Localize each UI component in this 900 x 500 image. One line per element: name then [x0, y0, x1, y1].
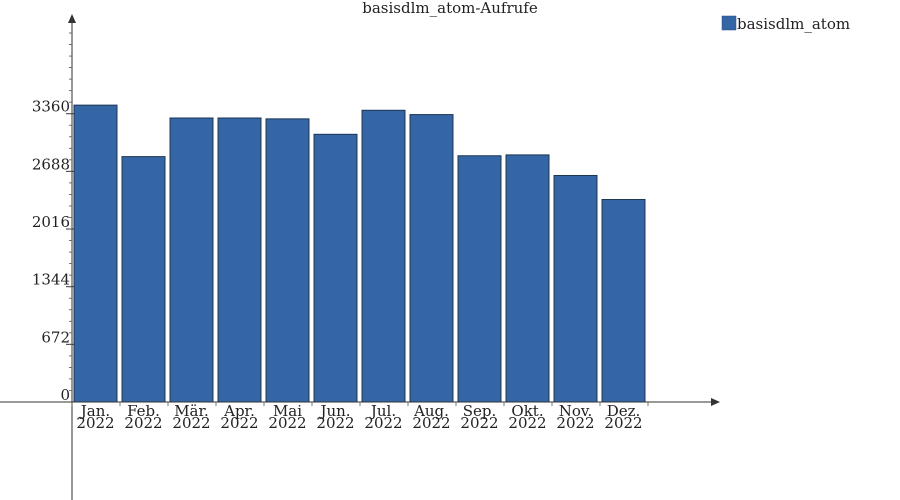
legend: basisdlm_atom: [721, 15, 850, 33]
bar-10: [505, 154, 550, 403]
y-tick-label: 2688: [32, 155, 70, 173]
x-tick-label-year: 2022: [124, 414, 162, 432]
x-tick-label-month: Mai: [273, 402, 302, 420]
y-tick-label: 1344: [32, 271, 70, 289]
legend-label: basisdlm_atom: [737, 15, 850, 33]
x-tick-label-month: Sep.: [463, 402, 497, 420]
x-tick-label-month: Jan.: [79, 402, 110, 420]
y-axis-arrow: [68, 14, 76, 23]
x-tick-label-month: Jun.: [318, 402, 350, 420]
x-tick-label-month: Aug.: [413, 402, 449, 420]
ticks-group: 06721344201626883360Jan.2022Feb.2022Mär.…: [32, 32, 649, 432]
y-tick-label: 0: [60, 386, 70, 404]
x-tick-label-month: Okt.: [511, 402, 543, 420]
legend-swatch: [721, 15, 737, 31]
x-tick-label-month: Feb.: [127, 402, 160, 420]
x-tick-label-month: Mär.: [174, 402, 209, 420]
y-tick-label: 2016: [32, 213, 70, 231]
x-tick-label-month: Nov.: [559, 402, 593, 420]
bar-7: [361, 109, 406, 403]
x-tick-label-year: 2022: [508, 414, 546, 432]
x-tick-label-month: Dez.: [607, 402, 641, 420]
y-tick-label: 3360: [32, 98, 70, 116]
bar-11: [553, 174, 598, 403]
x-tick-label-year: 2022: [604, 414, 642, 432]
x-tick-label-year: 2022: [364, 414, 402, 432]
bar-5: [265, 118, 310, 403]
bar-9: [457, 155, 502, 403]
axes-group: [0, 14, 720, 500]
bar-12: [601, 199, 646, 403]
chart-title: basisdlm_atom-Aufrufe: [362, 0, 538, 17]
x-tick-label-month: Apr.: [223, 402, 255, 420]
x-tick-label-year: 2022: [556, 414, 594, 432]
x-tick-label-month: Jul.: [369, 402, 396, 420]
y-tick-label: 672: [41, 328, 70, 346]
bars-group: [73, 104, 646, 403]
x-tick-label-year: 2022: [268, 414, 306, 432]
bar-4: [217, 117, 262, 403]
bar-1: [73, 104, 118, 403]
x-axis-arrow: [711, 398, 720, 406]
x-tick-label-year: 2022: [172, 414, 210, 432]
x-tick-label-year: 2022: [460, 414, 498, 432]
x-tick-label-year: 2022: [316, 414, 354, 432]
x-tick-label-year: 2022: [76, 414, 114, 432]
x-tick-label-year: 2022: [220, 414, 258, 432]
x-tick-label-year: 2022: [412, 414, 450, 432]
bar-6: [313, 133, 358, 403]
bar-3: [169, 117, 214, 403]
bar-2: [121, 156, 166, 403]
bar-8: [409, 114, 454, 403]
